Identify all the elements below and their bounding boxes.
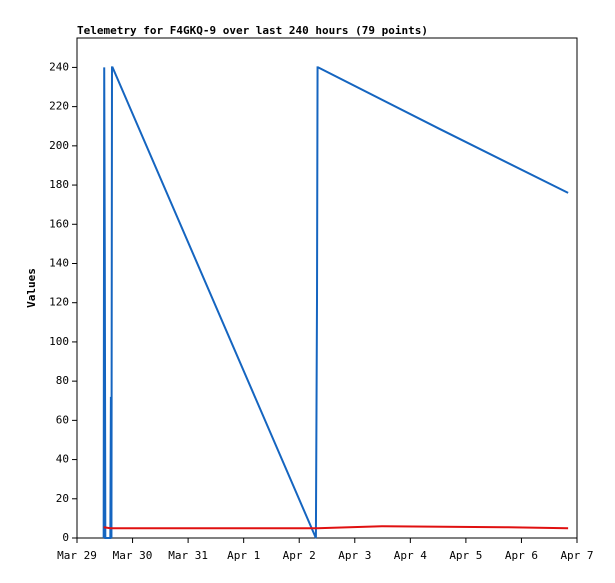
- x-tick-label: Apr 3: [338, 549, 371, 562]
- x-tick-label: Apr 1: [227, 549, 260, 562]
- y-tick-label: 80: [56, 374, 69, 387]
- y-tick-label: 0: [62, 531, 69, 544]
- x-tick-label: Apr 5: [449, 549, 482, 562]
- x-tick-label: Mar 31: [168, 549, 208, 562]
- y-tick-label: 160: [49, 217, 69, 230]
- y-tick-label: 200: [49, 139, 69, 152]
- y-axis-label: Values: [25, 268, 38, 308]
- series-line: [103, 525, 569, 530]
- y-tick-label: 240: [49, 60, 69, 73]
- x-tick-label: Mar 29: [57, 549, 97, 562]
- y-tick-label: 140: [49, 256, 69, 269]
- y-tick-label: 60: [56, 413, 69, 426]
- series-line: [102, 66, 569, 539]
- plot-frame: [76, 37, 578, 539]
- x-tick-label: Apr 6: [505, 549, 538, 562]
- x-tick-label: Apr 7: [560, 549, 593, 562]
- y-tick-label: 100: [49, 335, 69, 348]
- y-tick-label: 20: [56, 492, 69, 505]
- chart-title: Telemetry for F4GKQ-9 over last 240 hour…: [77, 24, 428, 37]
- y-tick-label: 180: [49, 178, 69, 191]
- x-tick-label: Apr 4: [394, 549, 427, 562]
- y-tick-label: 220: [49, 100, 69, 113]
- x-tick-label: Mar 30: [113, 549, 153, 562]
- y-tick-label: 40: [56, 453, 69, 466]
- y-tick-label: 120: [49, 296, 69, 309]
- x-tick-label: Apr 2: [283, 549, 316, 562]
